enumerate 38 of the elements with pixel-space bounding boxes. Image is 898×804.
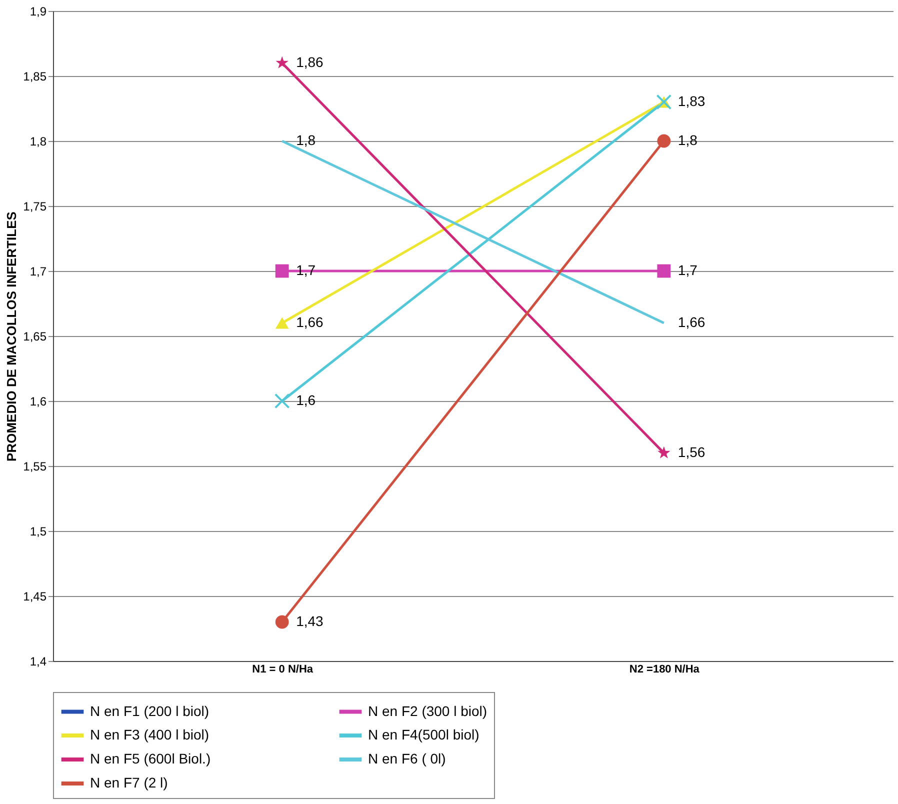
point: [657, 264, 671, 278]
y-tick-label: 1,6: [30, 394, 47, 408]
data-label: 1,86: [296, 54, 324, 70]
point: [657, 134, 671, 148]
legend-label: N en F4(500l biol): [368, 726, 480, 742]
point: [658, 446, 670, 458]
y-tick-label: 1,9: [30, 4, 47, 18]
legend-label: N en F1 (200 l biol): [90, 702, 210, 719]
point: [276, 56, 288, 68]
legend-label: N en F3 (400 l biol): [90, 726, 210, 742]
data-label: 1,6: [296, 392, 316, 408]
legend-label: N en F6 ( 0l): [368, 750, 446, 766]
data-label: 1,43: [296, 613, 324, 629]
x-tick-label: N2 =180 N/Ha: [629, 664, 700, 676]
legend-label: N en F5 (600l Biol.): [90, 750, 211, 766]
y-tick-label: 1,45: [23, 590, 47, 604]
y-tick-label: 1,8: [30, 134, 47, 148]
data-label: 1,7: [678, 262, 698, 278]
point: [275, 615, 289, 629]
data-label: 1,8: [678, 132, 698, 148]
y-tick-label: 1,5: [30, 524, 47, 538]
y-tick-label: 1,55: [23, 460, 47, 474]
data-label: 1,66: [296, 314, 324, 330]
y-tick-label: 1,4: [30, 654, 47, 668]
y-tick-label: 1,75: [23, 200, 47, 214]
y-axis-title: PROMEDIO DE MACOLLOS INFERTILES: [4, 211, 20, 462]
data-label: 1,8: [296, 132, 316, 148]
y-tick-label: 1,65: [23, 330, 47, 344]
legend-label: N en F7 (2 l): [90, 774, 168, 790]
data-label: 1,66: [678, 314, 706, 330]
data-label: 1,56: [678, 444, 706, 460]
point: [275, 264, 289, 278]
legend-label: N en F2 (300 l biol): [368, 702, 488, 719]
point: [274, 393, 290, 409]
x-tick-label: N1 = 0 N/Ha: [252, 664, 314, 676]
data-label: 1,83: [678, 93, 706, 109]
y-tick-label: 1,7: [30, 264, 47, 278]
y-tick-label: 1,85: [23, 70, 47, 84]
